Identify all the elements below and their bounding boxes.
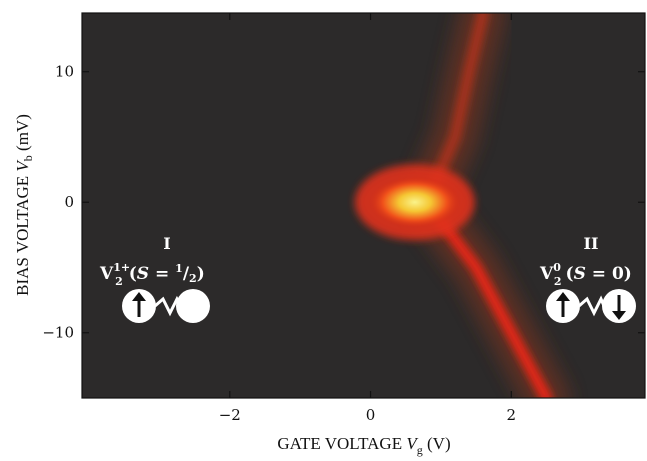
arrow-down-icon	[612, 295, 626, 320]
region-i-state: V1+ 2 (S = 1/2)	[99, 261, 205, 288]
arrow-up-icon	[556, 292, 570, 317]
lower-branch	[420, 196, 553, 398]
heatmap-layer	[82, 13, 570, 398]
x-tick-label: 2	[507, 406, 517, 424]
region-ii-bond	[578, 295, 606, 317]
y-tick-label: 0	[64, 193, 74, 211]
x-tick-label: 0	[366, 406, 376, 424]
y-tick-label: 10	[55, 63, 74, 81]
x-tick-label: −2	[219, 406, 241, 424]
hot-spot	[368, 176, 461, 229]
y-axis-label: BIAS VOLTAGE Vb (mV)	[13, 114, 35, 296]
y-tick-label: −10	[42, 324, 74, 342]
region-i-annotation: I V1+ 2 (S = 1/2)	[99, 234, 210, 323]
axes-frame	[81, 12, 646, 399]
arrow-up-icon	[132, 292, 146, 317]
region-ii-state: V0 2 (S = 0)	[539, 261, 632, 288]
x-axis-label: GATE VOLTAGE Vg (V)	[277, 434, 450, 457]
region-i-label: I	[163, 234, 170, 253]
region-i-site-right	[176, 289, 210, 323]
region-ii-annotation: II V0 2 (S = 0)	[539, 234, 636, 323]
region-i-bond	[154, 295, 183, 317]
ticks: −2 0 2 10 0 −10	[42, 13, 645, 424]
region-ii-label: II	[584, 234, 599, 253]
